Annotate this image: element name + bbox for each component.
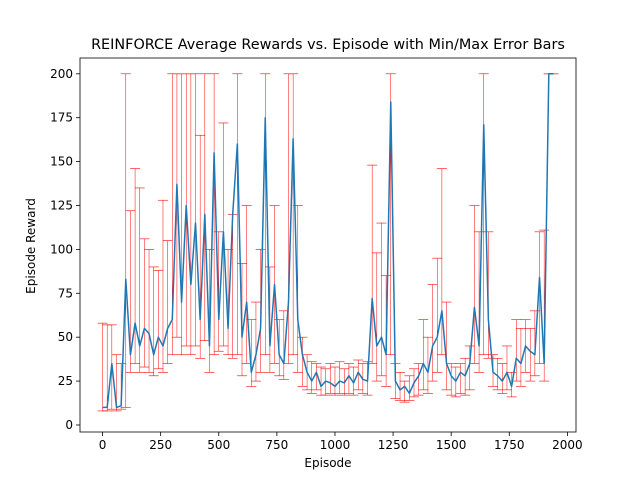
x-tick-label: 1750 [494, 438, 525, 452]
x-tick-label: 250 [149, 438, 172, 452]
y-tick-label: 25 [58, 374, 73, 388]
y-tick-label: 0 [65, 418, 73, 432]
y-axis-label: Episode Reward [24, 198, 38, 294]
x-tick-label: 750 [265, 438, 288, 452]
x-tick-label: 1250 [378, 438, 409, 452]
y-tick-label: 100 [50, 242, 73, 256]
x-tick-label: 1000 [320, 438, 351, 452]
y-tick-label: 150 [50, 155, 73, 169]
y-tick-label: 175 [50, 111, 73, 125]
y-tick-label: 125 [50, 198, 73, 212]
y-tick-label: 200 [50, 67, 73, 81]
x-tick-label: 500 [207, 438, 230, 452]
y-tick-label: 50 [58, 330, 73, 344]
x-axis-label: Episode [304, 456, 351, 470]
x-tick-label: 2000 [552, 438, 583, 452]
x-tick-label: 0 [99, 438, 107, 452]
x-tick-label: 1500 [436, 438, 467, 452]
chart-title: REINFORCE Average Rewards vs. Episode wi… [91, 37, 565, 53]
mean-line [102, 73, 554, 409]
plot-frame [79, 57, 577, 433]
y-tick-label: 75 [58, 286, 73, 300]
